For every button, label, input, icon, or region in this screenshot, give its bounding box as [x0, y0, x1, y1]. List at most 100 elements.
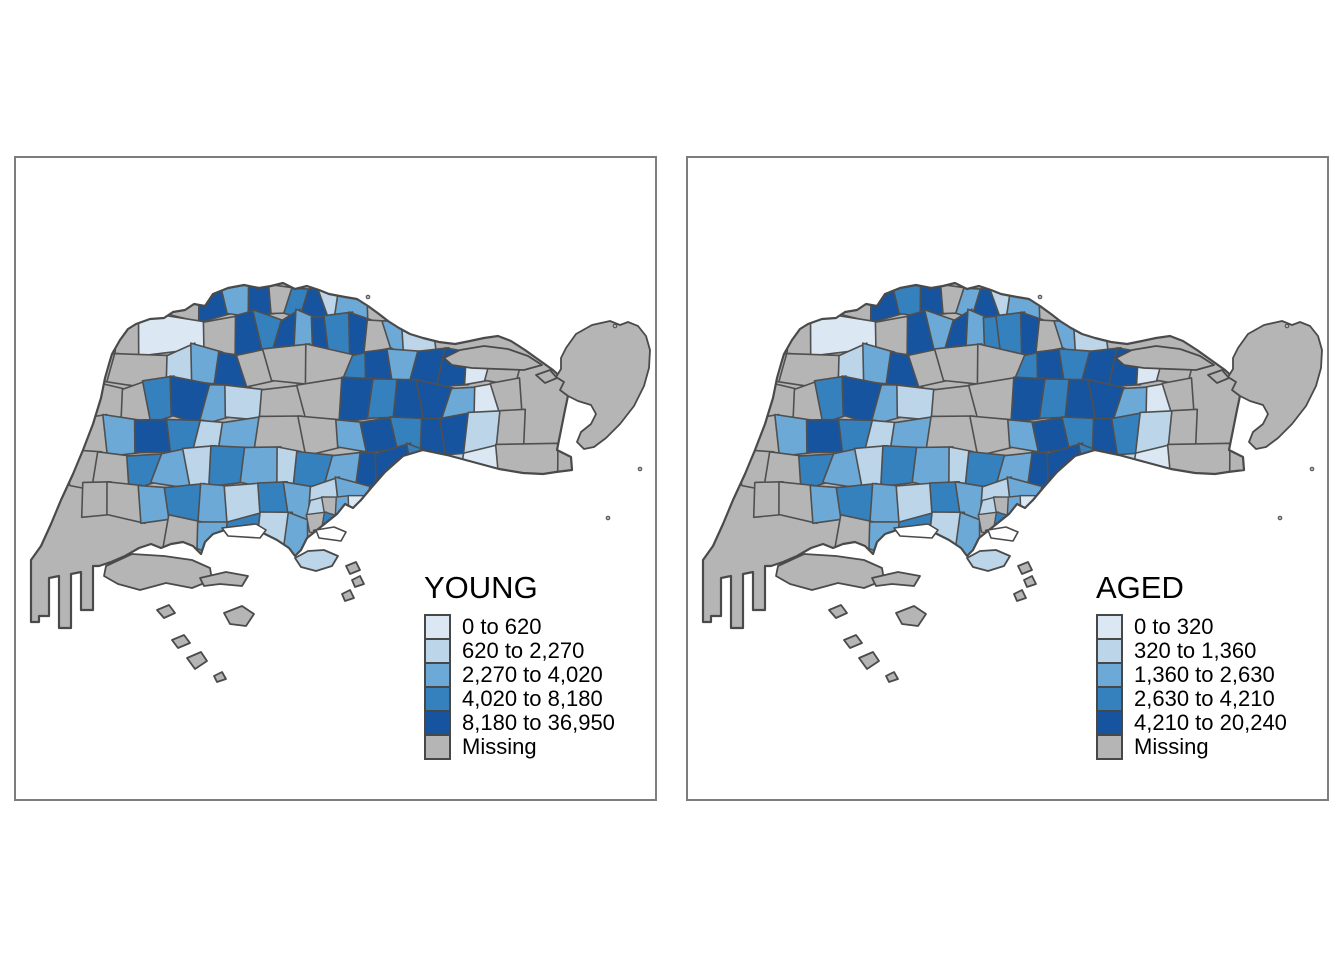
island-semakau: [895, 605, 927, 627]
legend-label: 0 to 620: [462, 614, 542, 640]
subzone-cbd: [347, 511, 369, 534]
singapore-choropleth-young: [29, 281, 651, 683]
legend-rows-aged: 0 to 320 320 to 1,360 1,360 to 2,630 2,630 …: [1096, 614, 1287, 761]
islet-dot: [1037, 294, 1043, 300]
subzone: [433, 479, 495, 528]
island-islet-b: [843, 634, 863, 649]
island-islet-b: [171, 634, 191, 649]
subzone-cbd: [1019, 511, 1041, 534]
island-islet-d: [885, 671, 899, 683]
legend-swatch: [424, 662, 451, 689]
legend-label: Missing: [462, 734, 537, 760]
legend-title-aged: AGED: [1096, 570, 1184, 605]
legend-row: 0 to 320: [1096, 614, 1287, 641]
island-semakau: [223, 605, 255, 627]
subzone: [1062, 482, 1112, 528]
islet-dot: [1309, 466, 1315, 472]
legend-swatch: [424, 614, 451, 641]
legend-row: 0 to 620: [424, 614, 615, 641]
subzone: [340, 517, 367, 562]
subzone: [390, 482, 440, 528]
legend-row: Missing: [424, 734, 615, 761]
legend-label: 8,180 to 36,950: [462, 710, 615, 736]
singapore-choropleth-aged: [701, 281, 1323, 683]
island-bukum: [871, 571, 921, 587]
map-panel-aged: AGED 0 to 320 320 to 1,360 1,360 to 2,630 2…: [686, 156, 1329, 801]
legend-label: 0 to 320: [1134, 614, 1214, 640]
subzone: [162, 513, 203, 550]
subzone: [774, 413, 812, 458]
coastline: [29, 281, 574, 630]
legend-row: 8,180 to 36,950: [424, 710, 615, 737]
legend-row: 2,630 to 4,210: [1096, 686, 1287, 713]
island-lazarus: [1023, 575, 1037, 588]
subzone: [1105, 479, 1167, 528]
subzone-cbd: [347, 494, 369, 516]
legend-young: YOUNG 0 to 620 620 to 2,270 2,270 to 4,020…: [424, 570, 615, 761]
islet-dot: [1284, 323, 1290, 329]
legend-swatch: [424, 686, 451, 713]
island-ubin-east: [535, 369, 558, 384]
coastline: [701, 281, 1246, 630]
island-kusu: [341, 589, 355, 602]
pier-west: [221, 523, 267, 539]
island-tekong: [1227, 320, 1323, 450]
map-panel-young: YOUNG 0 to 620 620 to 2,270 2,270 to 4,020…: [14, 156, 657, 801]
legend-swatch: [424, 710, 451, 737]
island-ubin: [1115, 345, 1215, 371]
island-islet-c: [858, 651, 880, 670]
islet-dot: [612, 323, 618, 329]
legend-row: 4,210 to 20,240: [1096, 710, 1287, 737]
island-kusu: [1013, 589, 1027, 602]
legend-row: 320 to 1,360: [1096, 638, 1287, 665]
island-st-johns: [345, 561, 361, 575]
subzone: [834, 513, 875, 550]
legend-row: 620 to 2,270: [424, 638, 615, 665]
island-islet-a: [828, 604, 848, 619]
legend-swatch: [1096, 614, 1123, 641]
legend-row: 2,270 to 4,020: [424, 662, 615, 689]
island-ubin-east: [1207, 369, 1230, 384]
island-islet-a: [156, 604, 176, 619]
legend-title-young: YOUNG: [424, 570, 538, 605]
island-sentosa: [966, 549, 1011, 572]
island-islet-c: [186, 651, 208, 670]
island-islet-d: [213, 671, 227, 683]
pier-keppel: [315, 526, 347, 542]
legend-label: Missing: [1134, 734, 1209, 760]
subzone: [494, 442, 559, 490]
subzone: [1012, 517, 1039, 562]
islet-dot: [637, 466, 643, 472]
island-jurong-island: [103, 553, 213, 591]
legend-swatch: [1096, 662, 1123, 689]
pier-west: [893, 523, 939, 539]
legend-swatch: [424, 638, 451, 665]
legend-swatch: [1096, 710, 1123, 737]
legend-label: 320 to 1,360: [1134, 638, 1257, 664]
legend-swatch: [1096, 686, 1123, 713]
subzone: [102, 413, 140, 458]
island-bukum: [199, 571, 249, 587]
legend-aged: AGED 0 to 320 320 to 1,360 1,360 to 2,630 2…: [1096, 570, 1287, 761]
legend-row: 4,020 to 8,180: [424, 686, 615, 713]
island-ubin: [443, 345, 543, 371]
legend-rows-young: 0 to 620 620 to 2,270 2,270 to 4,020 4,020 …: [424, 614, 615, 761]
legend-label: 4,020 to 8,180: [462, 686, 603, 712]
islet-dot: [365, 294, 371, 300]
legend-label: 2,270 to 4,020: [462, 662, 603, 688]
island-lazarus: [351, 575, 365, 588]
legend-row: Missing: [1096, 734, 1287, 761]
legend-swatch: [424, 734, 451, 761]
legend-label: 620 to 2,270: [462, 638, 585, 664]
pier-keppel: [987, 526, 1019, 542]
legend-swatch: [1096, 734, 1123, 761]
legend-label: 4,210 to 20,240: [1134, 710, 1287, 736]
island-jurong-island: [775, 553, 885, 591]
island-sentosa: [294, 549, 339, 572]
islet-dot: [1277, 515, 1283, 521]
legend-label: 1,360 to 2,630: [1134, 662, 1275, 688]
subzone: [1166, 442, 1231, 490]
legend-swatch: [1096, 638, 1123, 665]
subzone-cbd: [1019, 494, 1041, 516]
